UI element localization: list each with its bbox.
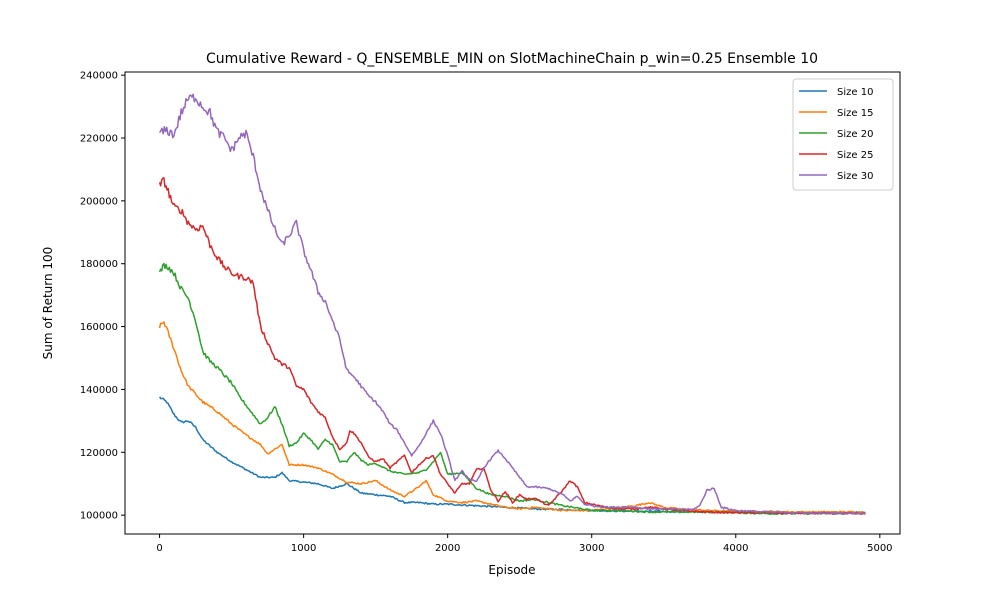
x-axis: 0 1000 2000 3000 4000 5000 [156, 534, 893, 554]
chart-title: Cumulative Reward - Q_ENSEMBLE_MIN on Sl… [206, 51, 818, 67]
x-tick-label: 5000 [867, 543, 892, 554]
x-tick-label: 4000 [723, 543, 748, 554]
legend-label: Size 30 [837, 171, 873, 182]
series-line-5 [158, 93, 866, 515]
y-tick-label: 240000 [80, 71, 118, 82]
y-tick-label: 200000 [80, 196, 118, 207]
x-tick-label: 1000 [291, 543, 316, 554]
legend-label: Size 25 [837, 150, 873, 161]
legend-box [792, 78, 894, 191]
plot-frame [124, 71, 901, 535]
x-tick-label: 2000 [435, 543, 460, 554]
x-axis-label: Episode [488, 563, 535, 577]
legend: Size 10 Size 15 Size 20 Size 25 Size 30 [792, 78, 894, 191]
y-axis: 100000 120000 140000 160000 180000 200000 2200… [80, 71, 125, 522]
series-line-4 [158, 177, 866, 516]
y-axis-label: Sum of Return 100 [41, 247, 55, 360]
y-tick-label: 100000 [80, 511, 118, 522]
y-tick-label: 140000 [80, 385, 118, 396]
y-tick-label: 120000 [80, 448, 118, 459]
series-layer [158, 93, 866, 516]
x-tick-label: 0 [156, 543, 162, 554]
legend-label: Size 15 [837, 108, 873, 119]
y-tick-label: 180000 [80, 259, 118, 270]
y-tick-label: 160000 [80, 322, 118, 333]
legend-label: Size 10 [837, 87, 873, 98]
y-tick-label: 220000 [80, 134, 118, 145]
legend-label: Size 20 [837, 129, 873, 140]
x-tick-label: 3000 [579, 543, 604, 554]
